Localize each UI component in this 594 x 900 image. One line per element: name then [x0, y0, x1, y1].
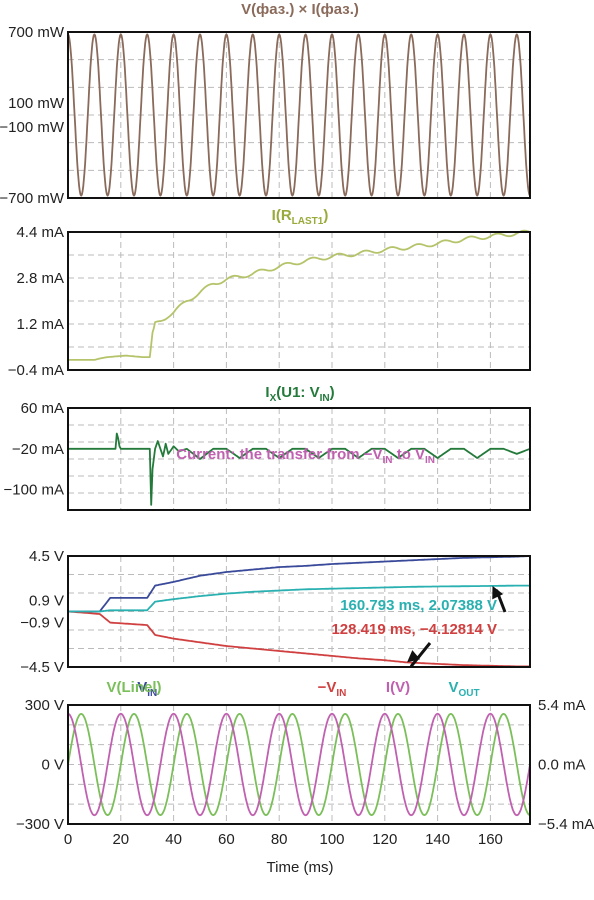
y-tick-label: −0.9 V	[20, 615, 64, 632]
panel-title: IX(U1: VIN)	[265, 384, 334, 404]
grid	[68, 232, 530, 370]
y-tick-label: −100 mA	[4, 482, 64, 499]
series-line-2	[67, 712, 531, 817]
series-line-1	[67, 33, 531, 197]
series-line-3	[68, 584, 530, 613]
grid	[68, 408, 530, 510]
panel-4: 4.5 V 0.9 V −0.9 V −4.5 V VIN −VIN VOUT 160.793…	[20, 548, 531, 699]
x-tick-label: 40	[165, 831, 182, 848]
panel-2: 4.4 mA 2.8 mA 1.2 mA −0.4 mA I(RLAST1)	[8, 207, 531, 379]
y-tick-label: 100 mW	[8, 95, 65, 112]
y-tick-label: −0.4 mA	[8, 362, 64, 379]
y-tick-label: 2.8 mA	[16, 270, 64, 287]
x-tick-label: 0	[64, 831, 72, 848]
panel-title: V(фаз.) × I(фаз.)	[241, 1, 359, 18]
y-tick-label: −300 V	[16, 816, 64, 833]
arrow-head	[407, 650, 421, 663]
panel-5: 300 V 0 V −300 V 5.4 mA 0.0 mA −5.4 mA 0 20 40 60…	[16, 679, 594, 876]
y2-tick-label: 0.0 mA	[538, 757, 586, 774]
plot-frame	[67, 555, 531, 668]
cursor-readout: 160.793 ms, 2.07388 V	[340, 597, 497, 614]
y-tick-label: −20 mA	[12, 441, 64, 458]
series-line-1	[68, 229, 531, 361]
plot-frame	[67, 231, 531, 371]
y-tick-label: 700 mW	[8, 24, 65, 41]
x-tick-label: 140	[425, 831, 450, 848]
y2-tick-label: −5.4 mA	[538, 816, 594, 833]
legend-entry: I(V)	[386, 679, 410, 696]
x-tick-label: 100	[319, 831, 344, 848]
series-line-1	[68, 555, 531, 613]
panel-1: 700 mW 100 mW −100 mW −700 mW V(фаз.) × I(фа…	[0, 1, 531, 207]
x-tick-label: 60	[218, 831, 235, 848]
y-tick-label: 60 mA	[21, 400, 64, 417]
x-axis-label: Time (ms)	[267, 859, 334, 876]
y-tick-label: 0.9 V	[29, 592, 64, 609]
arrow-head	[492, 585, 504, 600]
y-tick-label: −4.5 V	[20, 659, 64, 676]
panel-3: 60 mA −20 mA −100 mA IX(U1: VIN) Current: th…	[4, 384, 531, 511]
plot-frame	[67, 31, 531, 199]
legend-entry: −VIN	[318, 679, 347, 699]
cursor-readout: 128.419 ms, −4.12814 V	[331, 621, 497, 638]
series-line-1	[67, 713, 531, 816]
y2-tick-label: 5.4 mA	[538, 697, 586, 714]
y-tick-label: 0 V	[41, 757, 64, 774]
arrow-shaft	[409, 642, 432, 668]
legend-entry: V(Linel)	[107, 679, 162, 696]
legend-entry: VOUT	[448, 679, 479, 699]
grid	[68, 705, 530, 824]
panel-title: I(RLAST1)	[272, 207, 329, 227]
grid	[68, 556, 530, 667]
y-tick-label: 4.5 V	[29, 548, 64, 565]
x-tick-label: 20	[112, 831, 129, 848]
series-line-2	[67, 610, 530, 668]
y-tick-label: −100 mW	[0, 119, 65, 136]
x-tick-label: 160	[478, 831, 503, 848]
y-tick-label: 1.2 mA	[16, 316, 64, 333]
annotation: Current: the transfer from −VIN to VIN	[176, 446, 435, 466]
legend-entry: VIN	[137, 679, 157, 699]
y-tick-label: 300 V	[25, 697, 64, 714]
x-tick-label: 80	[271, 831, 288, 848]
plot-frame	[67, 704, 531, 825]
plot-frame	[67, 407, 531, 511]
y-tick-label: −700 mW	[0, 190, 65, 207]
series-line-1	[68, 432, 531, 506]
x-tick-label: 120	[372, 831, 397, 848]
grid	[68, 32, 530, 198]
y-tick-label: 4.4 mA	[16, 224, 64, 241]
